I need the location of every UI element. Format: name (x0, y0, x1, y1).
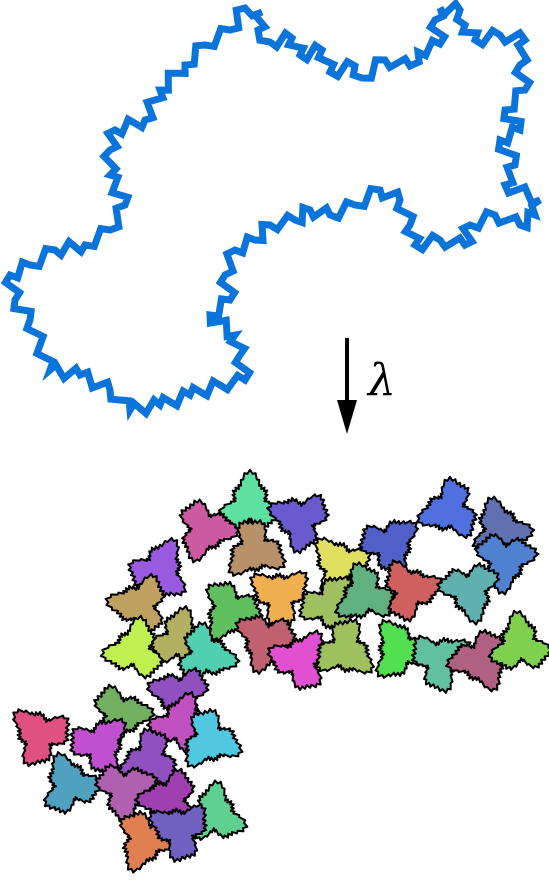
tile (147, 803, 208, 863)
tile (183, 708, 244, 769)
tile (416, 475, 478, 540)
tile (315, 618, 375, 675)
tile (334, 561, 396, 620)
tile (436, 562, 501, 626)
tile (104, 572, 167, 639)
tile (384, 559, 446, 623)
tile (411, 634, 472, 694)
arrow-head (337, 400, 357, 434)
tile (227, 519, 287, 577)
tile (99, 614, 165, 680)
arrow-label: λ (366, 355, 396, 406)
tile (487, 609, 549, 671)
tile (445, 628, 505, 693)
tile (42, 751, 105, 815)
tile (12, 708, 71, 768)
arrow: λ (337, 338, 396, 434)
tiling (12, 468, 549, 874)
tile (249, 570, 310, 627)
zigzag-outline (0, 0, 542, 422)
tile (93, 763, 159, 826)
tile (178, 498, 241, 564)
boundary-curve (0, 0, 542, 422)
tile (266, 629, 325, 691)
tile (473, 533, 540, 596)
